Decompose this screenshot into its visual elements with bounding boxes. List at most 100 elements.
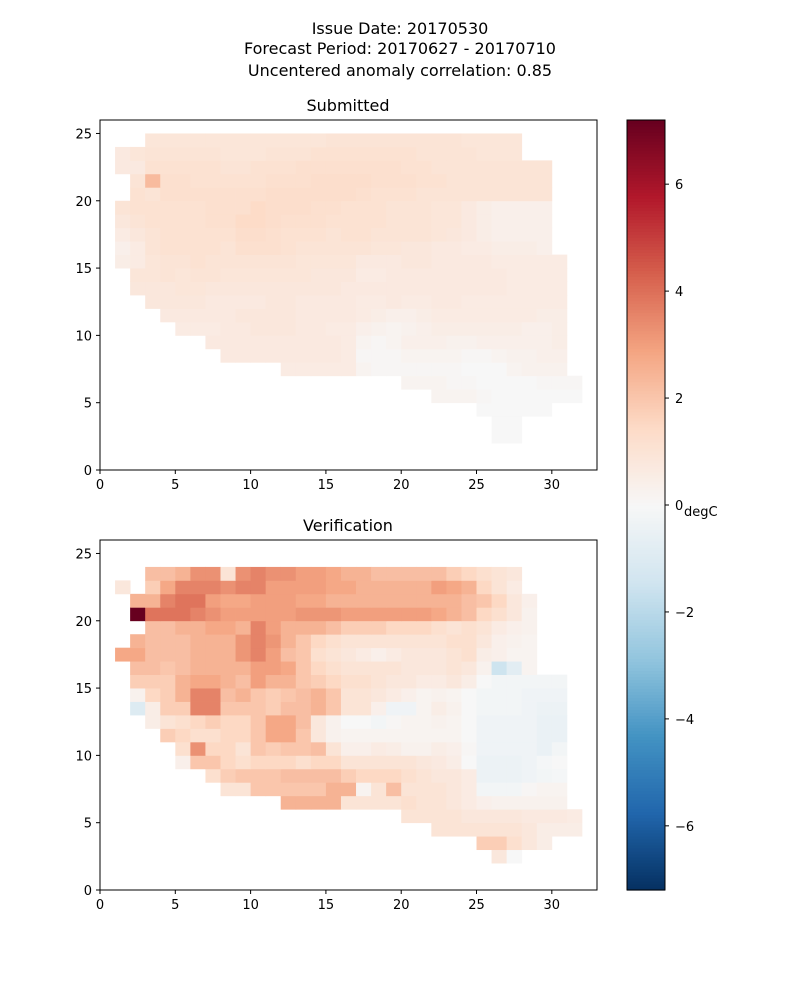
colorbar-segment [627, 435, 665, 440]
verification-cell [521, 782, 538, 797]
colorbar-segment [627, 757, 665, 762]
colorbar-segment [627, 709, 665, 714]
verification-cell [295, 634, 312, 649]
verification-cell [340, 701, 357, 716]
submitted-cell [250, 348, 267, 363]
verification-cell [491, 593, 508, 608]
verification-cell [325, 566, 342, 581]
verification-cell [220, 755, 236, 770]
verification-cell [506, 620, 523, 635]
submitted-cell [536, 268, 553, 282]
colorbar-segment [627, 462, 665, 467]
verification-cell [491, 836, 508, 851]
verification-cell [295, 795, 312, 810]
colorbar-segment [627, 703, 665, 708]
verification-cell [461, 782, 477, 797]
submitted-cell [476, 295, 492, 309]
submitted-cell [521, 389, 538, 404]
submitted-cell [401, 348, 417, 363]
verification-cell [175, 620, 191, 635]
submitted-cell [175, 187, 191, 202]
verification-cell [446, 661, 462, 676]
submitted-cell [476, 375, 492, 390]
submitted-cell [416, 133, 432, 148]
verification-cell [175, 715, 191, 729]
submitted-cell [325, 200, 342, 215]
verification-cell [491, 728, 508, 743]
submitted-cell [536, 362, 553, 377]
colorbar-segment [627, 550, 665, 554]
submitted-cell [190, 187, 206, 202]
verification-cell [401, 688, 417, 702]
colorbar-segment [627, 751, 665, 756]
verification-cell [280, 768, 297, 783]
colorbar-segment [627, 219, 665, 223]
submitted-y-tick-label: 25 [75, 127, 92, 142]
verification-cell [371, 795, 387, 810]
verification-cell [476, 607, 492, 622]
figure-title-line-1: Issue Date: 20170530 [312, 19, 489, 38]
submitted-cell [521, 241, 538, 256]
verification-cell [356, 688, 372, 702]
colorbar-segment [627, 333, 665, 338]
verification-cell [310, 688, 327, 702]
submitted-cell [476, 348, 492, 363]
submitted-cell [220, 160, 236, 175]
verification-cell [416, 620, 432, 635]
colorbar-segment [627, 871, 665, 876]
submitted-cell [461, 173, 477, 188]
submitted-cell [491, 295, 508, 309]
colorbar-segment [627, 544, 665, 548]
submitted-cell [431, 187, 447, 202]
submitted-cell [175, 295, 191, 309]
submitted-cell [280, 348, 297, 363]
submitted-cell [356, 214, 372, 229]
verification-x-tick-label: 0 [96, 898, 104, 913]
colorbar-segment [627, 396, 665, 401]
submitted-axes-frame [99, 119, 598, 471]
verification-cell [416, 674, 432, 689]
verification-cell [130, 701, 146, 716]
submitted-cell [280, 241, 297, 256]
submitted-cell [295, 200, 312, 215]
submitted-cell [386, 160, 402, 175]
verification-cell [250, 634, 267, 649]
verification-cell [130, 661, 146, 676]
verification-cell [386, 620, 402, 635]
verification-cell [280, 634, 297, 649]
submitted-cell [506, 402, 523, 417]
colorbar-segment [627, 694, 665, 699]
colorbar-segment [627, 817, 665, 822]
colorbar-segment [627, 718, 665, 723]
verification-cell [340, 741, 357, 756]
colorbar-segment [627, 372, 665, 377]
submitted-cell [536, 308, 553, 323]
colorbar-segment [627, 862, 665, 867]
colorbar-segment [627, 330, 665, 335]
verification-cell [491, 674, 508, 689]
verification-x-axis: 0 5 10 15 20 25 30 [96, 890, 560, 913]
colorbar-segment [627, 730, 665, 735]
submitted-cell [476, 200, 492, 215]
verification-cell [325, 715, 342, 729]
colorbar-segment [627, 775, 665, 780]
submitted-cell [295, 146, 312, 161]
submitted-cell [536, 241, 553, 256]
verification-cell [295, 607, 312, 622]
colorbar-segment [627, 754, 665, 759]
verification-cell [250, 728, 267, 743]
submitted-cell [386, 268, 402, 282]
verification-cell [130, 647, 146, 662]
colorbar-segment [627, 495, 665, 500]
submitted-cell [220, 200, 236, 215]
submitted-cell [506, 146, 523, 161]
submitted-cell [356, 254, 372, 269]
colorbar-segment [627, 192, 665, 196]
verification-cell [310, 620, 327, 635]
verification-cell [340, 782, 357, 797]
verification-cell [145, 688, 161, 702]
verification-cell [506, 715, 523, 729]
colorbar-segment [627, 538, 665, 542]
colorbar-segment [627, 423, 665, 428]
verification-cell [506, 674, 523, 689]
